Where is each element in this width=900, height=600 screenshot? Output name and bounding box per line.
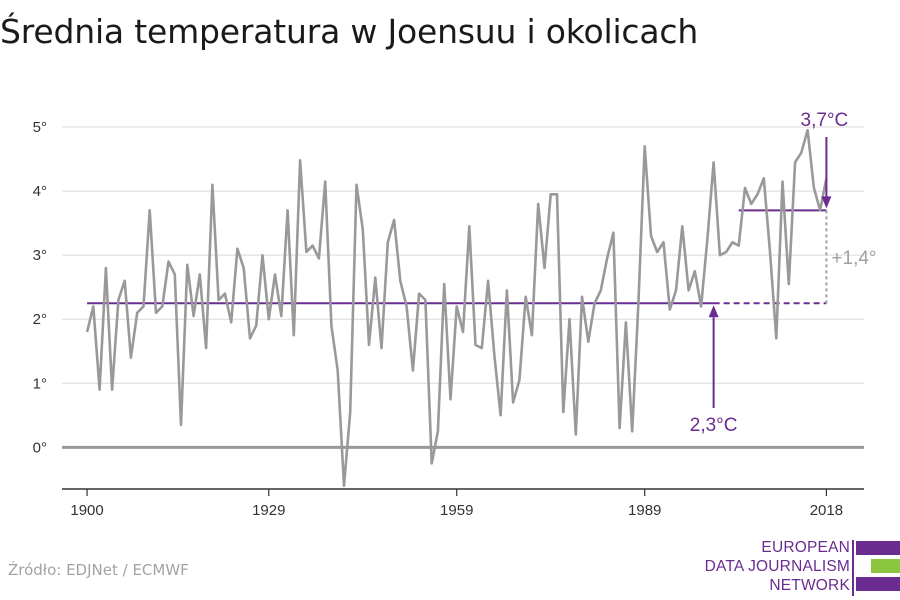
series-layer <box>85 128 828 488</box>
baseline-average-label: 2,3°C <box>690 415 738 436</box>
y-tick-label: 1° <box>33 375 47 392</box>
logo-line-1: EUROPEAN <box>761 539 850 556</box>
x-tick-label: 1959 <box>440 502 473 519</box>
edjnet-logo: EUROPEAN DATA JOURNALISM NETWORK <box>704 528 900 600</box>
x-tick-label: 1929 <box>252 502 285 519</box>
x-tick-label: 1900 <box>70 502 103 519</box>
logo-divider <box>852 540 854 596</box>
y-tick-label: 0° <box>33 439 47 456</box>
baseline-arrow-head <box>708 305 719 318</box>
y-tick-label: 5° <box>33 119 47 136</box>
source-note: Źródło: EDJNet / ECMWF <box>8 561 189 579</box>
logo-bar-purple-bottom <box>856 577 900 591</box>
recent-average-label: 3,7°C <box>801 110 849 131</box>
x-tick-label: 2018 <box>810 502 843 519</box>
y-tick-label: 3° <box>33 247 47 264</box>
logo-line-3: NETWORK <box>769 577 850 594</box>
logo-bar-purple-top <box>856 541 900 555</box>
recent-arrow-head <box>821 196 832 209</box>
y-tick-label: 2° <box>33 311 47 328</box>
axes: 0° 1° 2° 3° 4° 5° 1900 1929 1959 1989 2018 <box>33 119 864 519</box>
y-tick-label: 4° <box>33 183 47 200</box>
logo-bar-green <box>871 559 900 573</box>
x-tick-label: 1989 <box>628 502 661 519</box>
annotations: +1,4° 3,7°C 2,3°C <box>690 110 877 436</box>
temperature-series-line <box>85 128 828 488</box>
chart-title: Średnia temperatura w Joensuu i okolicac… <box>0 12 699 51</box>
difference-label: +1,4° <box>831 248 876 269</box>
logo-line-2: DATA JOURNALISM <box>704 558 850 575</box>
